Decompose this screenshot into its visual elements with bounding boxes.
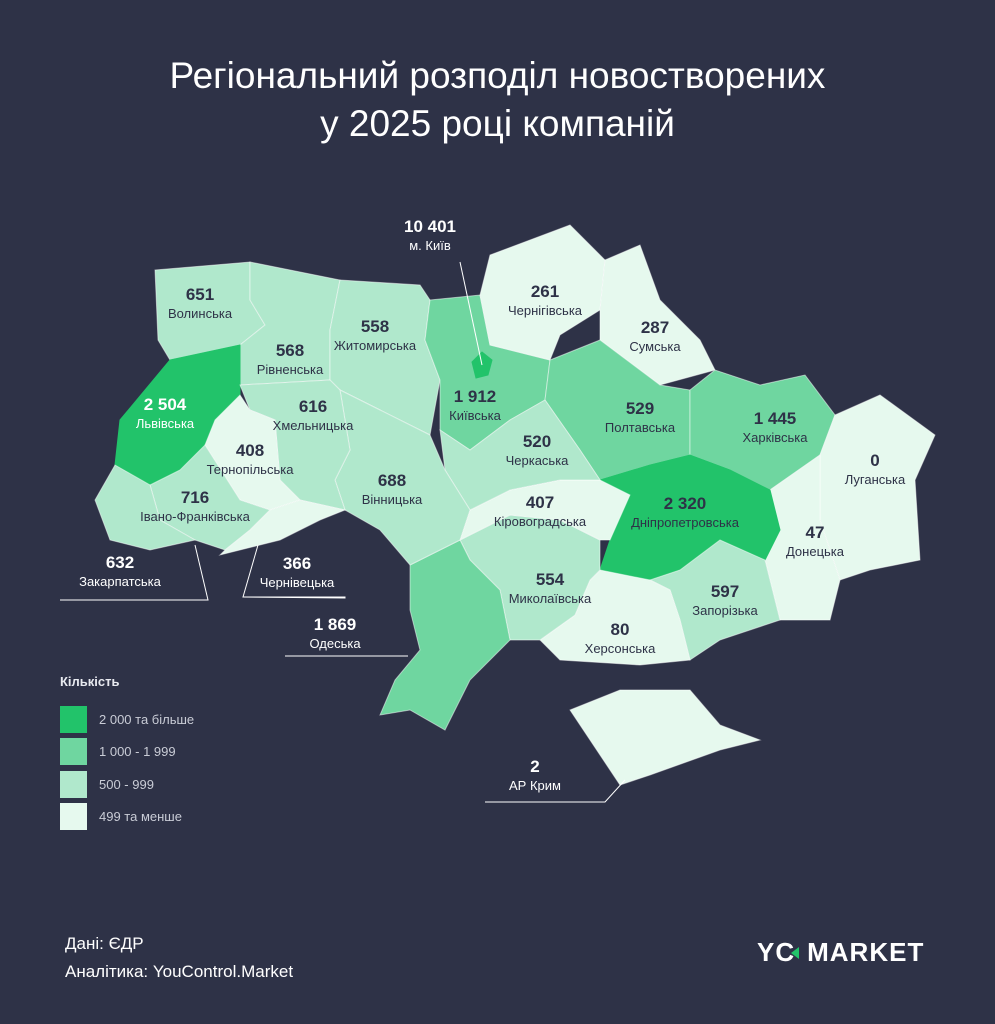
region-value-khmelnytskyi: 616 — [299, 397, 327, 416]
legend-item-tier4: 499 та менше — [60, 801, 194, 834]
region-value-luhansk: 0 — [870, 451, 879, 470]
region-value-vinnytsia: 688 — [378, 471, 406, 490]
leader-line-chernivtsi — [242, 544, 346, 599]
source-data: Дані: ЄДР — [65, 934, 144, 953]
region-value-ternopil: 408 — [236, 441, 264, 460]
logo-market: MARKET — [807, 937, 925, 967]
region-name-zaporizhzhia: Запорізька — [692, 603, 758, 618]
region-value-dnipro: 2 320 — [664, 494, 707, 513]
region-crimea — [569, 689, 762, 786]
region-value-ivano-frankivsk: 716 — [181, 488, 209, 507]
region-chernivtsi — [218, 499, 347, 556]
region-name-ternopil: Тернопільська — [207, 462, 295, 477]
region-name-khmelnytskyi: Хмельницька — [273, 418, 354, 433]
legend-label: 499 та менше — [99, 809, 182, 825]
legend-title: Кількість — [60, 674, 120, 689]
source-analytics: Аналітика: YouControl.Market — [65, 962, 294, 981]
region-name-poltava: Полтавська — [605, 420, 676, 435]
legend-swatch — [60, 770, 87, 798]
region-name-kirovohrad: Кіровоградська — [494, 514, 587, 529]
region-name-chernihiv: Чернігівська — [508, 303, 583, 318]
leader-line-crimea — [485, 779, 626, 803]
region-name-ivano-frankivsk: Івано-Франківська — [140, 509, 250, 524]
legend-swatch — [60, 738, 87, 766]
legend-label: 2 000 та більше — [99, 711, 195, 727]
region-value-zakarpattia: 632 — [106, 553, 134, 572]
region-name-vinnytsia: Вінницька — [362, 492, 423, 507]
region-value-cherkasy: 520 — [523, 432, 551, 451]
legend-label: 500 - 999 — [99, 776, 154, 792]
legend-swatch — [60, 705, 87, 733]
region-name-odesa: Одеська — [309, 636, 361, 651]
region-value-donetsk: 47 — [806, 523, 825, 542]
region-name-kharkiv: Харківська — [743, 430, 809, 445]
region-value-kyivska: 1 912 — [454, 387, 497, 406]
region-value-kherson: 80 — [611, 620, 630, 639]
logo-mark-icon — [791, 946, 800, 959]
title-line-2: у 2025 році компаній — [320, 103, 675, 144]
logo-yc: YC — [757, 937, 796, 967]
legend: Кількість 2 000 та більше 1 000 - 1 999 … — [60, 674, 194, 833]
region-value-sumy: 287 — [641, 318, 669, 337]
region-value-poltava: 529 — [626, 399, 654, 418]
title-line-1: Регіональний розподіл новостворених — [169, 55, 826, 96]
region-name-kyivska: Київська — [449, 408, 501, 423]
region-value-kyiv-city: 10 401 — [404, 217, 456, 236]
region-name-kyiv-city: м. Київ — [409, 238, 451, 253]
region-value-kharkiv: 1 445 — [754, 409, 797, 428]
legend-item-tier2: 1 000 - 1 999 — [60, 736, 194, 769]
region-name-zakarpattia: Закарпатська — [79, 574, 162, 589]
region-name-crimea: АР Крим — [509, 778, 561, 793]
region-name-rivne: Рівненська — [257, 362, 324, 377]
region-value-lviv: 2 504 — [144, 395, 187, 414]
region-odesa — [379, 539, 511, 731]
region-value-zaporizhzhia: 597 — [711, 582, 739, 601]
legend-swatch — [60, 803, 87, 831]
region-name-cherkasy: Черкаська — [506, 453, 570, 468]
legend-label: 1 000 - 1 999 — [99, 744, 176, 760]
leader-line-zakarpattia — [60, 544, 209, 601]
region-name-chernivtsi: Чернівецька — [260, 575, 335, 590]
leader-line-kyiv-city — [459, 261, 483, 366]
region-name-zhytomyr: Житомирська — [334, 338, 417, 353]
yc-market-logo: YC MARKET — [757, 937, 924, 968]
region-name-kherson: Херсонська — [585, 641, 656, 656]
region-name-mykolaiv: Миколаївська — [509, 591, 592, 606]
region-name-volyn: Волинська — [168, 306, 233, 321]
region-name-sumy: Сумська — [629, 339, 681, 354]
region-value-chernihiv: 261 — [531, 282, 559, 301]
region-value-volyn: 651 — [186, 285, 214, 304]
region-value-odesa: 1 869 — [314, 615, 357, 634]
source-note: Дані: ЄДР Аналітика: YouControl.Market — [65, 930, 293, 986]
region-name-donetsk: Донецька — [786, 544, 845, 559]
region-name-luhansk: Луганська — [845, 472, 906, 487]
region-value-crimea: 2 — [530, 757, 539, 776]
legend-item-tier3: 500 - 999 — [60, 768, 194, 801]
page-title: Регіональний розподіл новостворених у 20… — [0, 52, 995, 148]
region-value-kirovohrad: 407 — [526, 493, 554, 512]
region-zakarpattia — [94, 464, 197, 551]
region-value-rivne: 568 — [276, 341, 304, 360]
region-name-dnipro: Дніпропетровська — [631, 515, 740, 530]
region-value-zhytomyr: 558 — [361, 317, 389, 336]
region-value-mykolaiv: 554 — [536, 570, 565, 589]
legend-item-tier1: 2 000 та більше — [60, 703, 194, 736]
region-name-lviv: Львівська — [136, 416, 195, 431]
region-value-chernivtsi: 366 — [283, 554, 311, 573]
